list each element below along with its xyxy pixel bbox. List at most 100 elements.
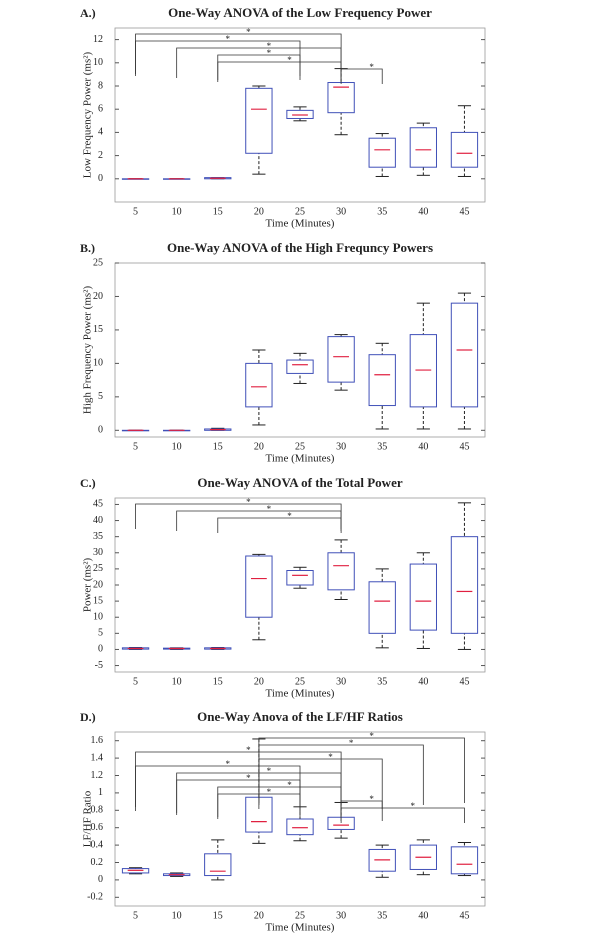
- box: [286, 570, 314, 586]
- panel: C.) One-Way ANOVA of the Total Power Power…: [80, 475, 486, 700]
- x-tick-label: 25: [295, 910, 305, 921]
- significance-star: *: [287, 511, 292, 521]
- box: [409, 563, 437, 631]
- x-tick-label: 35: [377, 206, 387, 217]
- box: [409, 127, 437, 168]
- x-axis-label: Time (Minutes): [266, 688, 335, 700]
- significance-bracket: [258, 737, 465, 803]
- box: [245, 87, 273, 154]
- x-tick-label: 45: [459, 676, 469, 687]
- chart-title: One-Way ANOVA of the High Frequncy Power…: [167, 240, 433, 255]
- y-tick-label: 1: [98, 787, 103, 798]
- y-tick-label: 8: [98, 80, 103, 91]
- box: [450, 846, 479, 875]
- y-axis-label: Power (ms²): [82, 558, 94, 613]
- box: [368, 848, 396, 872]
- significance-star: *: [287, 55, 292, 65]
- panel-label: B.): [80, 241, 95, 255]
- y-axis-label: High Frequency Power (ms²): [82, 286, 94, 415]
- x-tick-label: 5: [133, 910, 138, 921]
- x-tick-label: 30: [336, 910, 346, 921]
- y-tick-label: 5: [98, 391, 103, 402]
- y-tick-label: 1.6: [91, 735, 104, 746]
- plot-frame: [114, 731, 486, 907]
- y-tick-label: 15: [93, 595, 103, 606]
- x-axis-label: Time (Minutes): [266, 922, 335, 934]
- box: [204, 853, 232, 877]
- y-tick-label: 20: [93, 291, 103, 302]
- y-tick-label: 0: [98, 644, 103, 655]
- y-tick-label: 1.2: [91, 770, 104, 781]
- box: [450, 536, 479, 634]
- x-tick-label: 10: [172, 206, 182, 217]
- significance-bracket: [135, 503, 342, 529]
- box: [409, 334, 437, 408]
- y-tick-label: 10: [93, 612, 103, 623]
- y-tick-label: 0: [98, 425, 103, 436]
- significance-star: *: [411, 801, 416, 811]
- significance-star: *: [267, 787, 272, 797]
- y-tick-label: 40: [93, 515, 103, 526]
- y-tick-label: 5: [98, 628, 103, 639]
- box: [204, 428, 232, 431]
- panel-label: C.): [80, 476, 96, 490]
- chart-title: One-Way Anova of the LF/HF Ratios: [197, 709, 403, 724]
- x-tick-label: 45: [459, 206, 469, 217]
- significance-bracket: [217, 793, 301, 819]
- significance-star: *: [267, 48, 272, 58]
- panel-label: A.): [80, 6, 96, 20]
- y-tick-label: 0.8: [91, 805, 104, 816]
- significance-star: *: [246, 745, 251, 755]
- significance-bracket: [217, 786, 342, 817]
- y-tick-label: 30: [93, 547, 103, 558]
- x-tick-label: 20: [254, 676, 264, 687]
- significance-star: *: [349, 738, 354, 748]
- significance-bracket: [135, 33, 342, 74]
- y-axis-label: Low Frequency Power (ms²): [82, 51, 94, 178]
- y-tick-label: 0.6: [91, 822, 104, 833]
- x-tick-label: 10: [172, 910, 182, 921]
- significance-star: *: [246, 773, 251, 783]
- x-tick-label: 35: [377, 676, 387, 687]
- x-tick-label: 25: [295, 206, 305, 217]
- x-tick-label: 35: [377, 441, 387, 452]
- x-axis-label: Time (Minutes): [266, 453, 335, 465]
- x-tick-label: 30: [336, 206, 346, 217]
- x-tick-label: 10: [172, 441, 182, 452]
- significance-star: *: [369, 794, 374, 804]
- y-tick-label: 0: [98, 173, 103, 184]
- panel: B.) One-Way ANOVA of the High Frequncy Po…: [80, 240, 486, 465]
- y-tick-label: 4: [98, 127, 103, 138]
- significance-star: *: [267, 41, 272, 51]
- box: [286, 359, 314, 374]
- y-tick-label: 20: [93, 579, 103, 590]
- box: [450, 302, 479, 408]
- panel: A.) One-Way ANOVA of the Low Frequency Po…: [80, 5, 486, 230]
- x-tick-label: 5: [133, 206, 138, 217]
- x-tick-label: 5: [133, 441, 138, 452]
- box: [327, 336, 355, 383]
- x-tick-label: 15: [213, 676, 223, 687]
- box: [368, 354, 396, 407]
- significance-star: *: [267, 504, 272, 514]
- significance-star: *: [246, 27, 251, 37]
- y-tick-label: 10: [93, 57, 103, 68]
- significance-bracket: [217, 517, 342, 533]
- box: [204, 647, 232, 650]
- x-tick-label: 45: [459, 441, 469, 452]
- y-tick-label: 2: [98, 150, 103, 161]
- significance-bracket: [340, 68, 383, 84]
- y-tick-label: 45: [93, 499, 103, 510]
- box: [450, 131, 479, 168]
- y-tick-label: 25: [93, 257, 103, 268]
- significance-star: *: [369, 62, 374, 72]
- box: [286, 818, 314, 836]
- y-tick-label: 12: [93, 34, 103, 45]
- x-tick-label: 35: [377, 910, 387, 921]
- significance-star: *: [328, 752, 333, 762]
- y-tick-label: 35: [93, 531, 103, 542]
- x-tick-label: 25: [295, 441, 305, 452]
- box: [245, 362, 273, 408]
- y-tick-label: 0.2: [91, 857, 104, 868]
